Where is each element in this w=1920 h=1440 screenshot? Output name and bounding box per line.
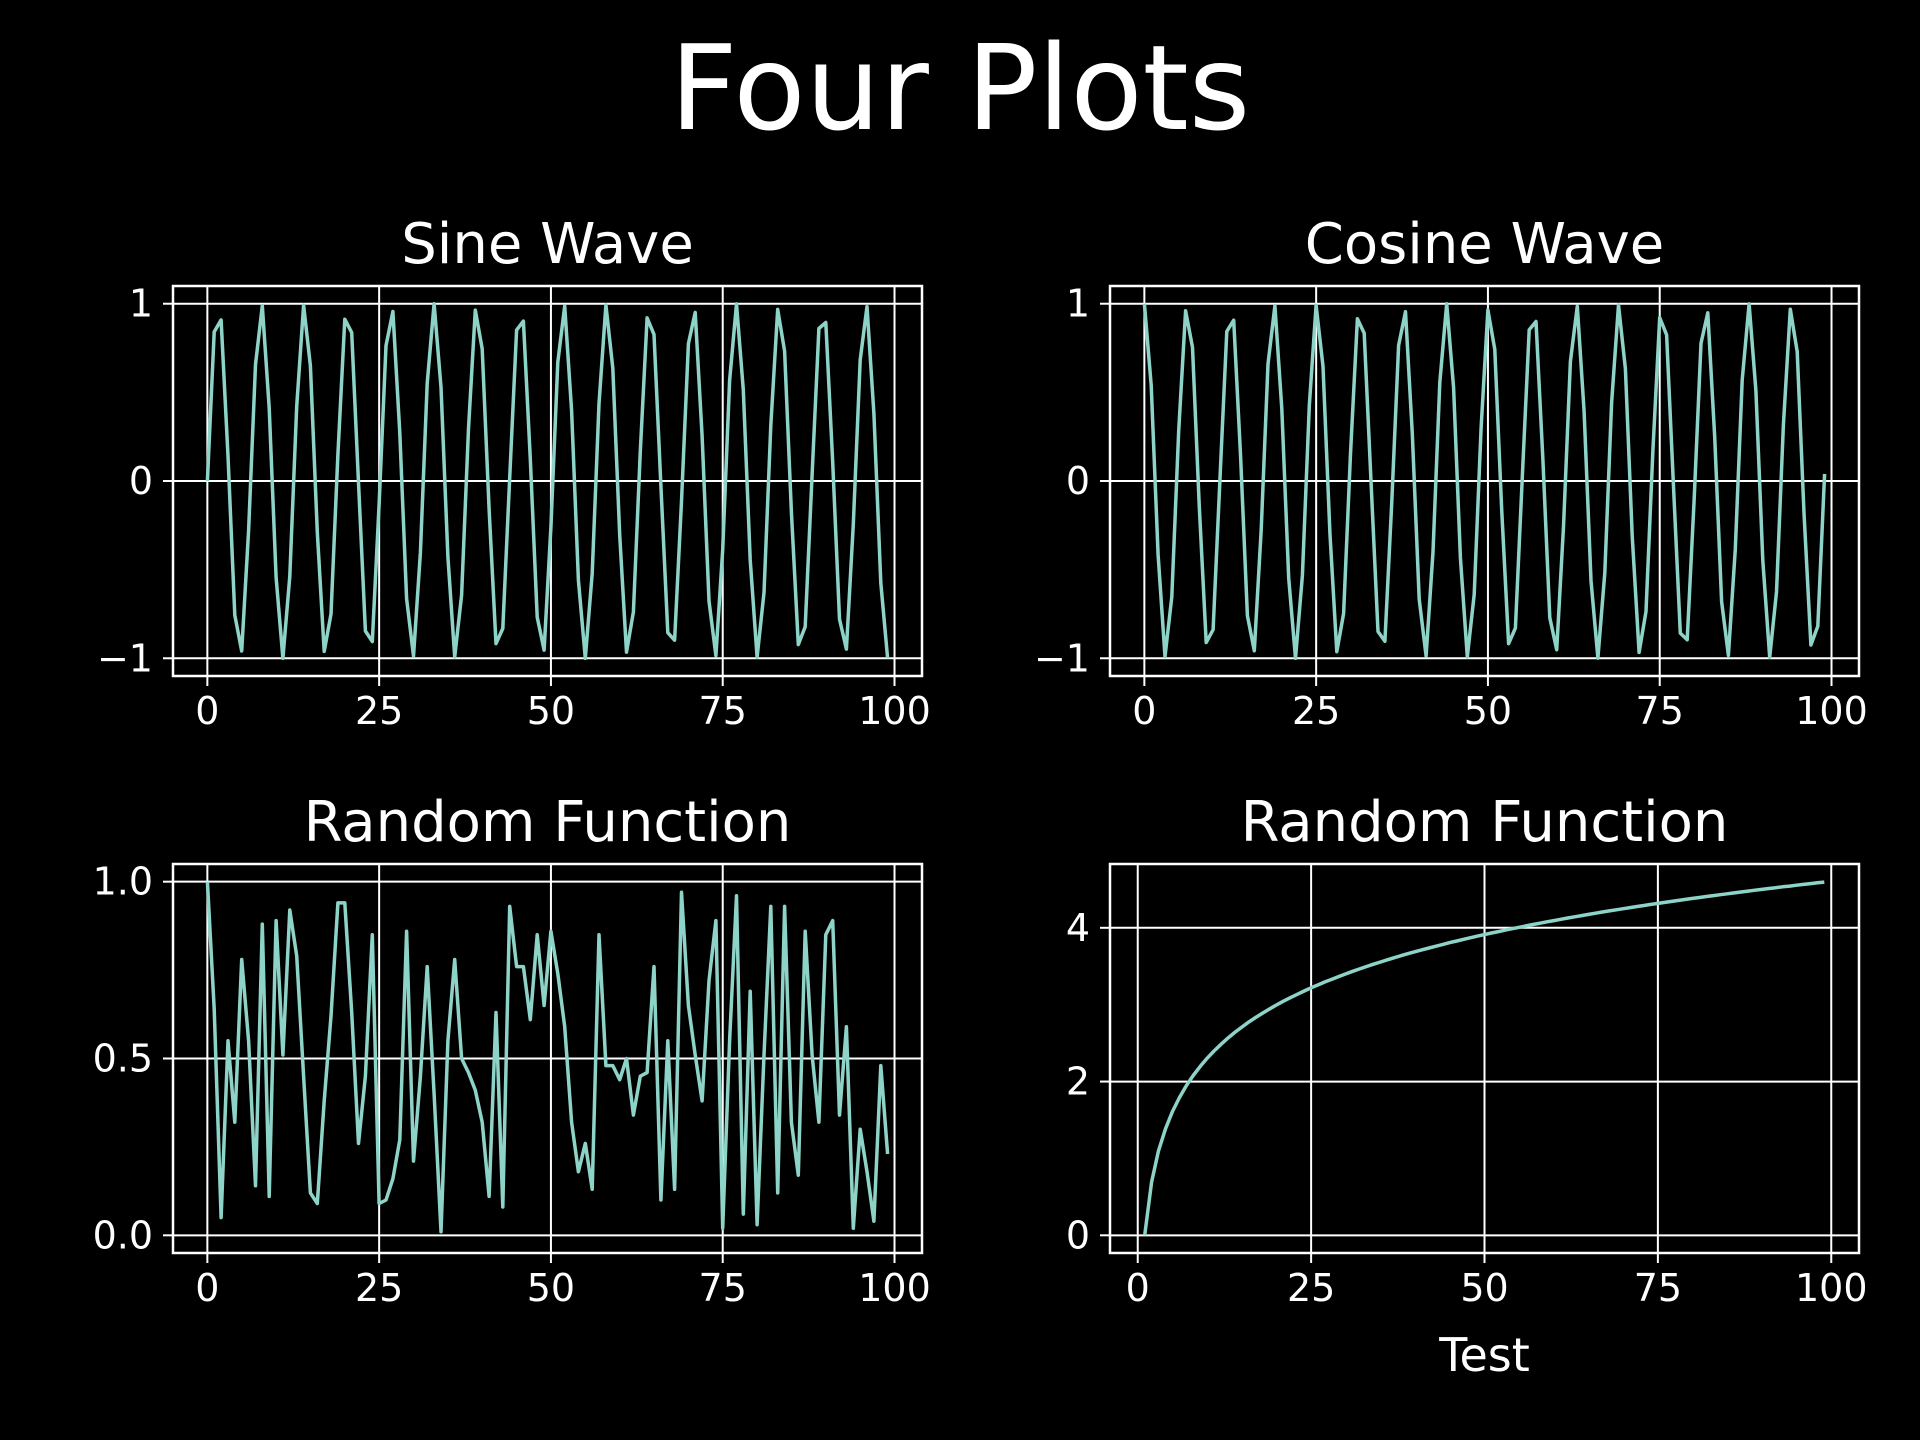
y-tick-label: 0 xyxy=(1066,459,1090,503)
x-tick-label: 25 xyxy=(355,1266,403,1310)
y-tick-label: 0 xyxy=(1066,1213,1090,1257)
subplot-3: Random Function 0 25 50 75 100 0.0 0.5 1.0 xyxy=(93,790,931,1310)
y-tick-label: −1 xyxy=(1034,636,1090,680)
y-tick-label: 1.0 xyxy=(93,860,153,904)
data-line xyxy=(1142,880,1825,1236)
x-tick-label: 75 xyxy=(1636,689,1684,733)
y-tick-label: 1 xyxy=(1066,282,1090,326)
x-tick-label: 0 xyxy=(1132,689,1156,733)
y-tick-label: 0.5 xyxy=(93,1037,153,1081)
x-tick-label: 50 xyxy=(527,1266,575,1310)
subplot-1: Sine Wave 0 25 50 75 100 −1 0 1 xyxy=(97,212,931,733)
y-tick-label: −1 xyxy=(97,636,153,680)
x-axis-label: Test xyxy=(1438,1328,1530,1382)
x-tick-label: 25 xyxy=(1292,689,1340,733)
x-tick-label: 75 xyxy=(1634,1266,1682,1310)
y-tick-label: 0 xyxy=(129,459,153,503)
x-tick-label: 100 xyxy=(858,689,931,733)
data-line xyxy=(205,881,890,1234)
subplot-title: Random Function xyxy=(1241,790,1729,855)
subplot-title: Cosine Wave xyxy=(1305,212,1665,277)
x-tick-label: 25 xyxy=(1287,1266,1335,1310)
subplot-title: Random Function xyxy=(304,790,792,855)
y-tick-label: 1 xyxy=(129,282,153,326)
figure-title: Four Plots xyxy=(669,19,1251,157)
subplot-title: Sine Wave xyxy=(401,212,694,277)
y-tick-label: 4 xyxy=(1066,906,1090,950)
x-tick-label: 25 xyxy=(355,689,403,733)
x-tick-label: 0 xyxy=(1126,1266,1150,1310)
x-tick-label: 0 xyxy=(195,689,219,733)
x-tick-label: 100 xyxy=(1795,689,1868,733)
x-tick-label: 100 xyxy=(858,1266,931,1310)
subplot-2: Cosine Wave 0 25 50 75 100 −1 0 1 xyxy=(1034,212,1868,733)
x-tick-label: 50 xyxy=(1464,689,1512,733)
x-tick-label: 75 xyxy=(699,689,747,733)
x-tick-label: 75 xyxy=(699,1266,747,1310)
x-tick-label: 50 xyxy=(527,689,575,733)
subplot-4: Random Function 0 25 50 75 100 0 2 4 Test xyxy=(1066,790,1868,1382)
y-tick-label: 0.0 xyxy=(93,1213,153,1257)
x-tick-label: 100 xyxy=(1795,1266,1868,1310)
x-tick-label: 0 xyxy=(195,1266,219,1310)
data-line xyxy=(205,301,890,661)
y-tick-label: 2 xyxy=(1066,1060,1090,1104)
data-line xyxy=(1142,301,1827,661)
x-tick-label: 50 xyxy=(1460,1266,1508,1310)
